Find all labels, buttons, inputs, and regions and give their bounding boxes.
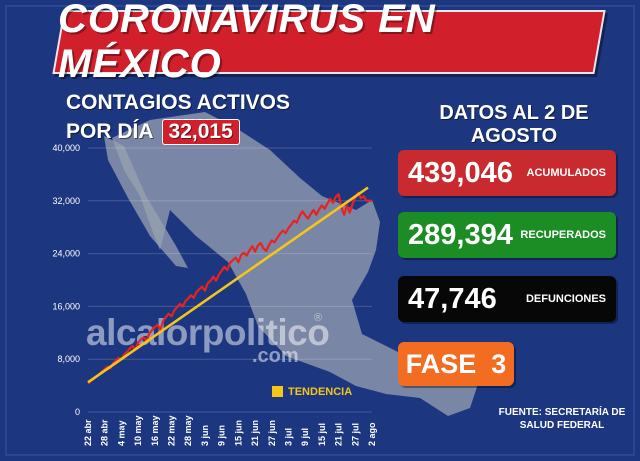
x-tick-label: 22 abr	[83, 419, 93, 446]
source-note: FUENTE: SECRETARÍA DE SALUD FEDERAL	[498, 407, 626, 431]
baja-california-silhouette	[104, 136, 188, 268]
y-tick-label: 0	[75, 407, 80, 417]
stat-accumulated: 439,046 ACUMULADOS	[398, 150, 616, 196]
stat-deaths-value: 47,746	[408, 282, 497, 315]
watermark-domain: .com	[252, 345, 299, 367]
legend-label: TENDENCIA	[288, 386, 352, 398]
chart-grid	[88, 147, 372, 413]
stat-accumulated-value: 439,046	[408, 156, 513, 189]
x-tick-label: 15 jul	[317, 423, 327, 446]
watermark-registered: ®	[314, 312, 323, 324]
chart-heading-line2-text: POR DÍA	[66, 120, 154, 143]
x-tick-label: 21 jun	[250, 420, 260, 446]
x-tick-label: 16 may	[150, 415, 160, 446]
chart-legend: TENDENCIA	[272, 386, 352, 398]
stat-recovered-value: 289,394	[408, 218, 513, 251]
chart-heading-line2: POR DÍA 32,015	[66, 117, 290, 146]
legend-swatch	[272, 386, 283, 397]
chart-series	[87, 186, 372, 385]
y-tick-label: 32,000	[52, 196, 80, 206]
stat-deaths: 47,746 DEFUNCIONES	[398, 276, 616, 322]
x-tick-label: 28 abr	[100, 419, 110, 446]
trend-line	[87, 186, 369, 384]
y-tick-label: 16,000	[52, 301, 80, 311]
x-tick-label: 21 jul	[334, 423, 344, 446]
date-heading: DATOS AL 2 DE AGOSTO	[439, 102, 589, 147]
active-cases-line	[87, 191, 372, 385]
stat-deaths-label: DEFUNCIONES	[525, 293, 606, 305]
x-tick-label: 27 jun	[267, 420, 277, 446]
stat-accumulated-label: ACUMULADOS	[526, 167, 606, 179]
stat-recovered: 289,394 RECUPERADOS	[398, 212, 616, 258]
x-tick-label: 10 may	[133, 415, 143, 446]
x-tick-label: 3 jun	[200, 425, 210, 446]
chart-y-axis: 0 8,000 16,000 24,000 32,000 40,000	[52, 143, 80, 417]
x-tick-label: 15 jun	[233, 420, 243, 446]
x-tick-label: 2 ago	[367, 422, 377, 446]
watermark-logo: alcalorpolitico	[86, 312, 330, 353]
x-tick-label: 27 jul	[350, 423, 360, 446]
y-tick-label: 8,000	[57, 354, 80, 364]
x-tick-label: 9 jun	[217, 425, 227, 446]
phase-badge: FASE 3	[398, 342, 514, 386]
x-tick-label: 9 jul	[300, 428, 310, 446]
y-tick-label: 24,000	[52, 249, 80, 259]
y-tick-label: 40,000	[52, 143, 80, 153]
x-tick-label: 3 jul	[283, 428, 293, 446]
current-value-badge: 32,015	[161, 119, 240, 145]
x-tick-label: 22 may	[167, 415, 177, 446]
chart-x-axis: 22 abr 28 abr 4 may 10 may 16 may 22 may 28 ma…	[83, 415, 377, 446]
stat-recovered-label: RECUPERADOS	[520, 229, 606, 241]
chart-heading-line1: CONTAGIOS ACTIVOS	[66, 91, 291, 114]
chart-heading: CONTAGIOS ACTIVOS POR DÍA 32,015	[66, 88, 290, 146]
x-tick-label: 28 may	[183, 415, 193, 446]
mexico-map-silhouette	[112, 112, 482, 416]
x-tick-label: 4 may	[116, 420, 126, 446]
